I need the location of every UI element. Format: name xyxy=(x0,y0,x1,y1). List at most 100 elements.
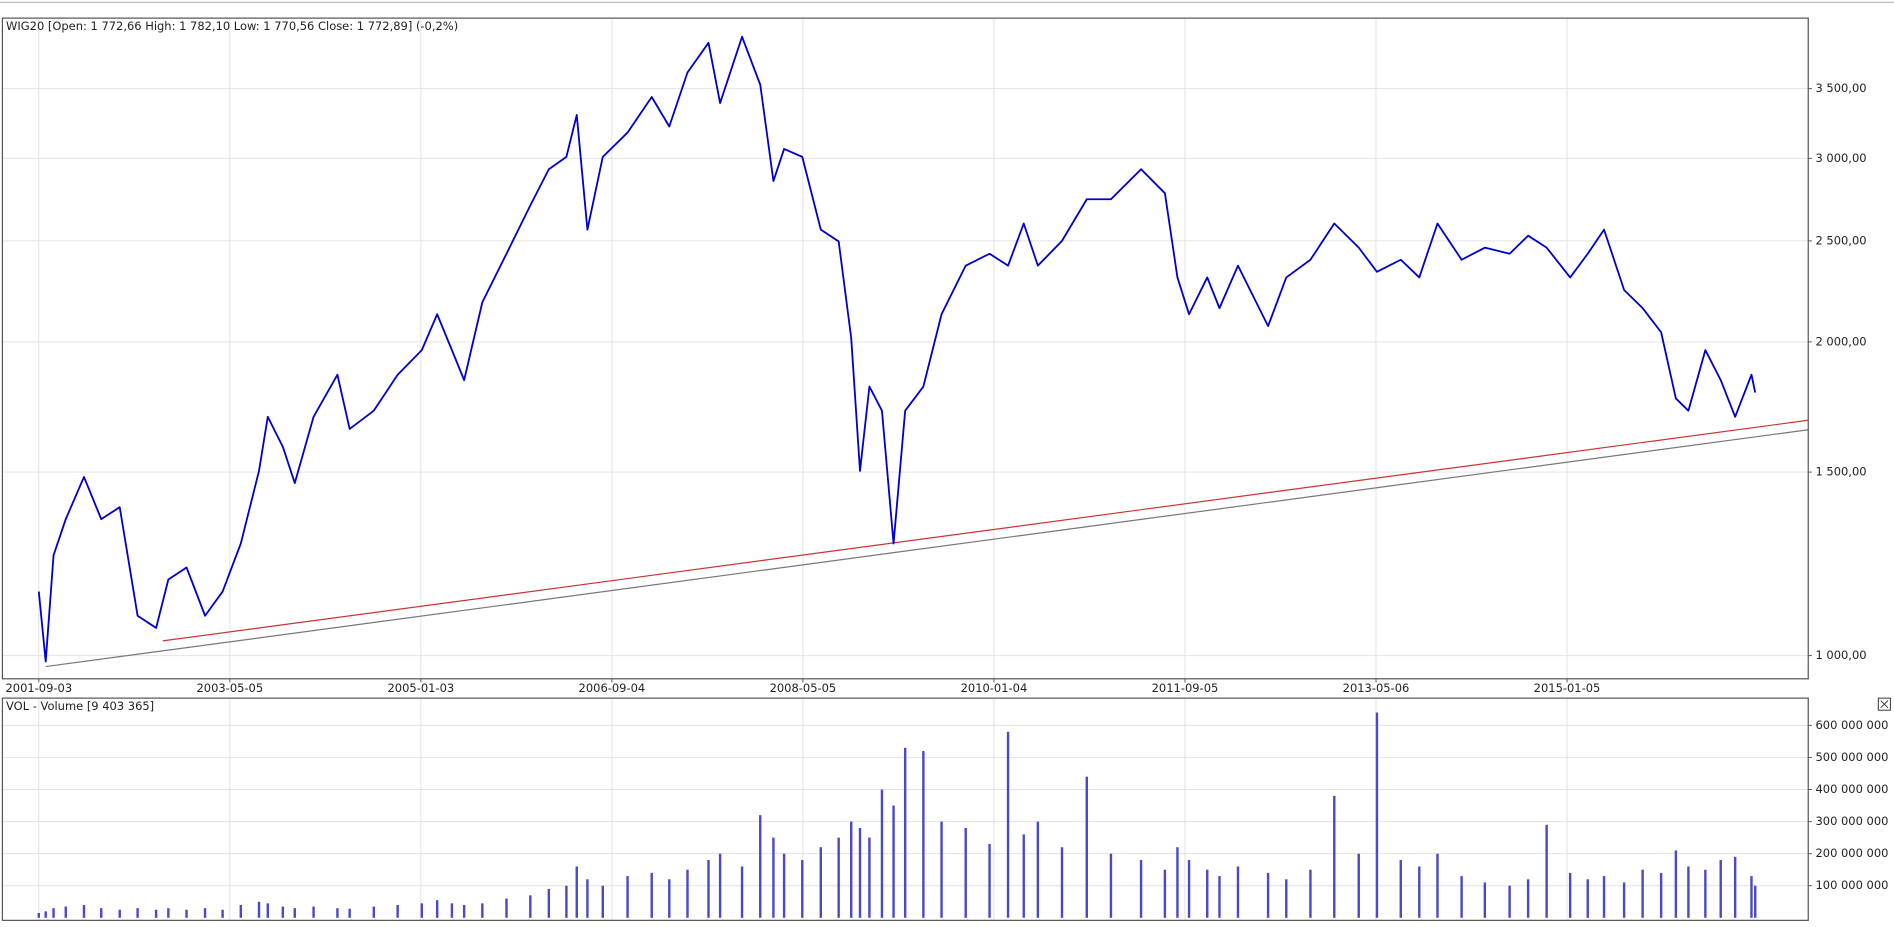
volume-bar xyxy=(858,827,862,918)
volume-bar xyxy=(1622,882,1626,918)
plot-area xyxy=(2,18,1809,679)
volume-bar xyxy=(626,876,629,918)
volume-bar xyxy=(575,866,578,918)
volume-bar xyxy=(1483,882,1487,918)
volume-bar xyxy=(336,908,339,918)
volume-bar xyxy=(396,904,399,918)
volume-bar xyxy=(1006,731,1010,918)
volume-bar xyxy=(1526,879,1530,918)
volume-bar xyxy=(1754,885,1757,918)
volume-bar xyxy=(266,903,269,918)
volume-bar xyxy=(1060,847,1064,918)
volume-bar xyxy=(837,837,840,918)
volume-bar xyxy=(1750,876,1753,918)
volume-bar xyxy=(1357,853,1360,918)
volume-bar xyxy=(650,872,653,918)
volume-bar xyxy=(759,815,762,918)
volume-bar xyxy=(1218,876,1221,918)
volume-bar xyxy=(505,898,508,918)
volume-bar xyxy=(772,837,775,918)
volume-bar xyxy=(1659,872,1663,918)
volume-bar xyxy=(435,900,439,918)
close-button[interactable] xyxy=(1877,697,1891,711)
volume-bar xyxy=(988,844,991,918)
volume-bar xyxy=(547,888,551,918)
y-tick-label: 3 000,00 xyxy=(1815,151,1866,165)
x-tick-label: 2008-05-05 xyxy=(770,681,837,695)
volume-bar xyxy=(1285,879,1288,918)
volume-bar xyxy=(203,908,207,918)
volume-bar xyxy=(1586,879,1589,918)
volume-bar xyxy=(1022,834,1025,918)
x-tick-label: 2003-05-05 xyxy=(197,681,264,695)
volume-bar xyxy=(868,837,871,918)
panel-frame xyxy=(1,17,1809,680)
volume-bar xyxy=(1545,824,1548,918)
volume-bar xyxy=(1309,869,1312,918)
volume-bar xyxy=(1236,866,1240,918)
y-tick-label: 400 000 000 xyxy=(1815,782,1888,796)
panel-title: VOL - Volume [9 403 365] xyxy=(6,699,154,713)
volume-bar xyxy=(1460,876,1463,918)
volume-bar xyxy=(1508,885,1511,918)
x-tick-label: 2006-09-04 xyxy=(579,681,646,695)
y-tick-label: 600 000 000 xyxy=(1815,718,1888,732)
volume-bar xyxy=(880,789,884,918)
volume-bar xyxy=(819,847,822,918)
volume-bar xyxy=(1568,872,1572,918)
x-tick-label: 2001-09-03 xyxy=(5,681,72,695)
volume-bar xyxy=(1085,776,1088,918)
plot-area xyxy=(2,698,1809,921)
volume-bar xyxy=(1719,860,1722,918)
volume-bar xyxy=(850,821,853,918)
volume-bar xyxy=(64,906,67,918)
volume-bar xyxy=(922,751,925,918)
volume-bar xyxy=(450,903,454,918)
volume-bar xyxy=(1399,860,1402,918)
volume-bar xyxy=(1418,866,1421,918)
x-tick-label: 2015-01-05 xyxy=(1534,681,1601,695)
volume-bar xyxy=(293,908,296,918)
volume-bar xyxy=(44,911,47,918)
volume-bar xyxy=(1674,850,1678,918)
x-tick-label: 2010-01-04 xyxy=(961,681,1028,695)
volume-bar xyxy=(1206,869,1209,918)
volume-bar xyxy=(239,904,243,918)
volume-bar xyxy=(686,869,689,918)
y-tick-label: 2 500,00 xyxy=(1815,233,1866,247)
volume-bar xyxy=(312,906,315,918)
y-tick-label: 1 500,00 xyxy=(1815,465,1866,479)
y-tick-label: 2 000,00 xyxy=(1815,334,1866,348)
volume-bar xyxy=(1333,795,1336,918)
volume-bar xyxy=(118,909,121,918)
volume-bar xyxy=(37,912,41,918)
volume-bar xyxy=(348,908,351,918)
volume-bar xyxy=(707,860,710,918)
volume-bar xyxy=(1176,847,1179,918)
volume-bar xyxy=(892,805,895,918)
volume-bar xyxy=(586,879,589,918)
volume-bar xyxy=(668,879,671,918)
volume-bar xyxy=(481,903,484,918)
volume-bar xyxy=(1109,853,1113,918)
volume-bar xyxy=(903,747,907,918)
volume-bar xyxy=(1139,860,1143,918)
volume-bar xyxy=(420,903,424,918)
trend-line xyxy=(45,429,1809,668)
y-tick-label: 3 500,00 xyxy=(1815,81,1866,95)
volume-bar xyxy=(782,853,786,918)
volume-bar xyxy=(52,908,55,918)
volume-bar xyxy=(740,866,744,918)
trend-line xyxy=(162,419,1809,642)
y-tick-label: 1 000,00 xyxy=(1815,648,1866,662)
volume-bar xyxy=(1163,869,1167,918)
volume-bar xyxy=(529,895,532,918)
y-tick-label: 200 000 000 xyxy=(1815,846,1888,860)
volume-bar xyxy=(221,909,224,918)
panel-frame xyxy=(1,697,1809,921)
volume-bar xyxy=(281,906,285,918)
volume-bar xyxy=(136,908,139,918)
x-tick-label: 2005-01-03 xyxy=(388,681,455,695)
